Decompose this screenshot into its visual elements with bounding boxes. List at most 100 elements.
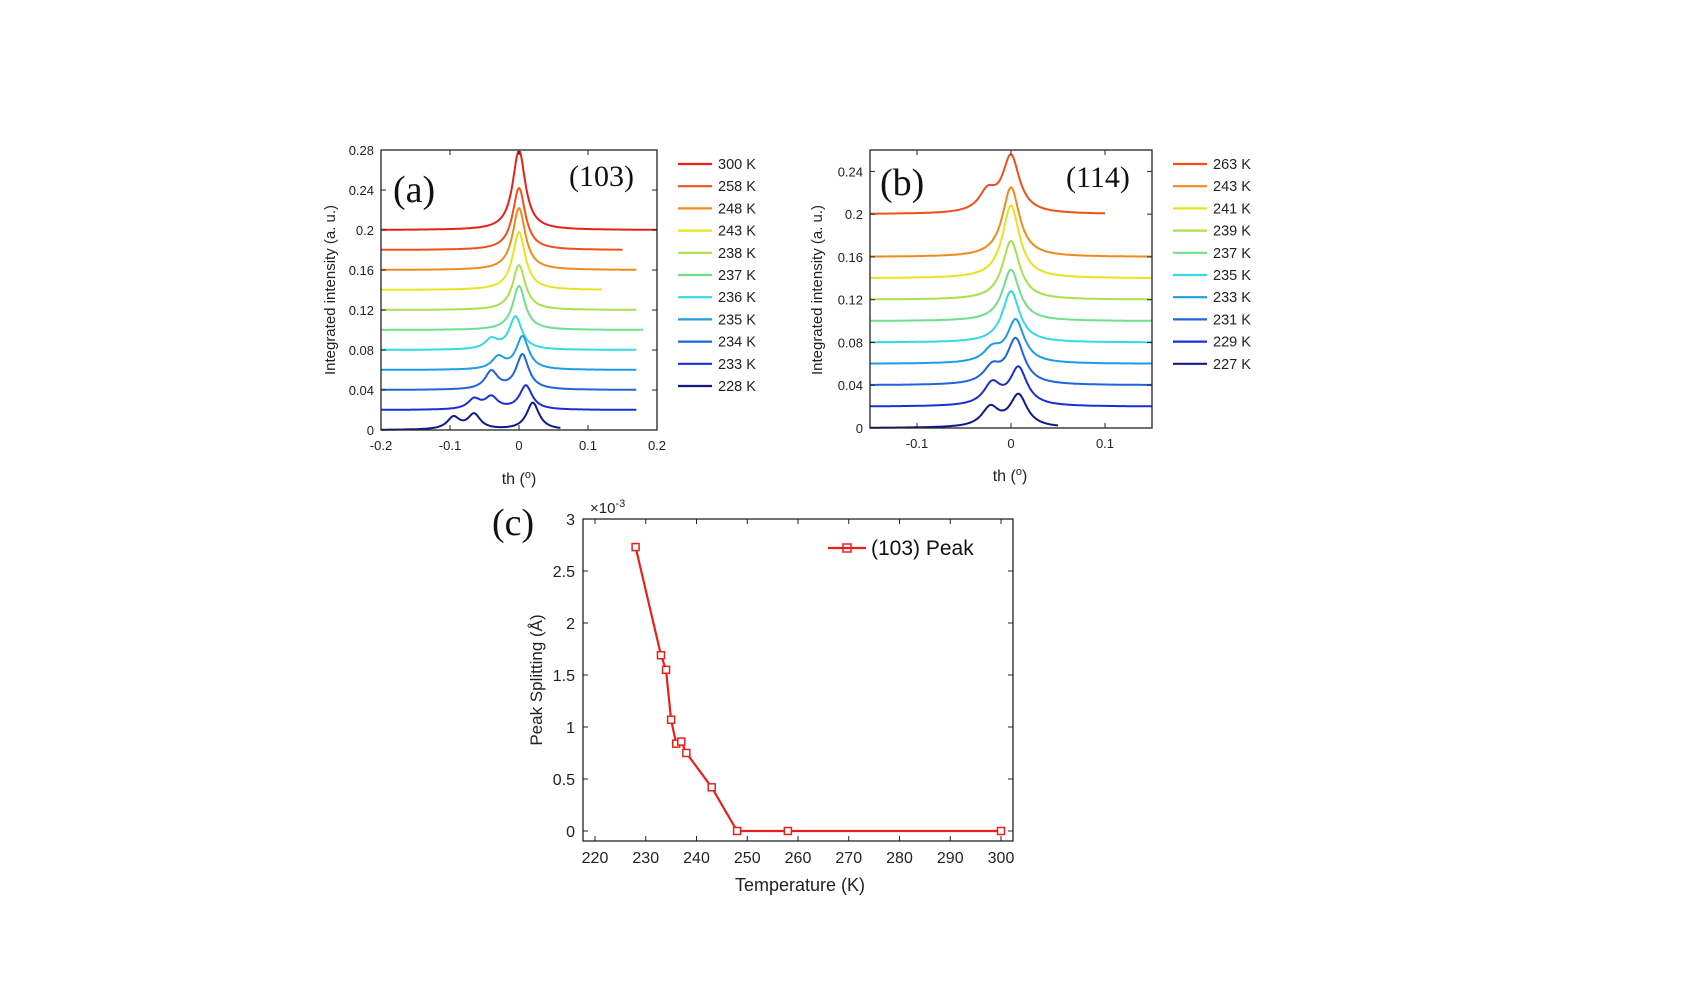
legend-label: 229 K <box>1213 335 1251 351</box>
series-line-243-K <box>381 231 602 291</box>
legend-label: 241 K <box>1213 201 1251 217</box>
panel-c-series <box>631 542 1006 836</box>
x-tick-label: -0.1 <box>906 436 928 451</box>
series-line-229-K <box>870 365 1152 408</box>
series-line-258-K <box>381 187 623 251</box>
legend-label: 234 K <box>718 335 756 351</box>
y-tick-label: 0.08 <box>349 343 374 358</box>
panel-c-ticks: 220 230 240 250 260 270 280 290 300 0 0.5 1 1.5 2 2.5 3 <box>553 512 1015 867</box>
y-tick-label: 0.28 <box>349 143 374 158</box>
panel-a: -0.2 -0.1 0 0.1 0.2 0 0.04 0.08 0.12 0.16 0.2 0.24 0… <box>322 143 756 488</box>
x-tick-label: 220 <box>582 850 609 867</box>
y-tick-label: 0.16 <box>349 263 374 278</box>
legend-label: 237 K <box>1213 246 1251 262</box>
legend-label: 235 K <box>718 312 756 328</box>
panel-c: 220 230 240 250 260 270 280 290 300 0 0.5 1 1.5 2 2.5 3… <box>492 498 1014 895</box>
x-tick-label: 240 <box>683 850 710 867</box>
y-tick-label: 0.2 <box>845 207 863 222</box>
series-line-241-K <box>870 204 1152 279</box>
x-tick-label: 0.1 <box>1096 436 1114 451</box>
series-line-234-K <box>381 352 637 391</box>
panel-b-series-lines <box>869 153 1153 429</box>
y-tick-label: 0.04 <box>349 383 374 398</box>
legend-label: 239 K <box>1213 224 1251 240</box>
x-tick-label: 0.2 <box>648 438 666 453</box>
legend-label: 227 K <box>1213 357 1251 373</box>
panel-a-series-lines <box>381 151 657 431</box>
y-tick-label: 0 <box>566 824 575 841</box>
legend-label: 243 K <box>718 224 756 240</box>
series-line-228-K <box>381 401 561 431</box>
legend-label: 263 K <box>1213 157 1251 173</box>
panel-b-legend: 263 K 243 K 241 K 239 K 237 K 235 K 233 K 231 K… <box>1173 157 1251 373</box>
y-tick-label: 0 <box>367 423 374 438</box>
panel-a-xlabel: th (o) <box>502 469 537 488</box>
data-point <box>666 715 676 724</box>
panel-b-xlabel: th (o) <box>993 466 1028 485</box>
y-tick-label: 0.5 <box>553 772 575 789</box>
y-tick-label: 0.24 <box>838 164 863 179</box>
panel-b: -0.1 0 0.1 0 0.04 0.08 0.12 0.16 0.2 0.24 (b) (11… <box>809 149 1251 485</box>
y-tick-label: 0.12 <box>349 303 374 318</box>
y-tick-label: 1 <box>566 720 575 737</box>
panel-c-axes-frame <box>582 518 1014 842</box>
y-tick-label: 0 <box>856 421 863 436</box>
x-tick-label: 290 <box>937 850 964 867</box>
legend-label: 237 K <box>718 268 756 284</box>
y-tick-label: 0.04 <box>838 378 863 393</box>
y-tick-label: 2.5 <box>553 564 575 581</box>
data-point <box>783 826 793 836</box>
series-line-233-K <box>870 317 1152 365</box>
x-tick-label: 260 <box>785 850 812 867</box>
panel-b-label: (b) <box>880 162 924 204</box>
panel-b-ylabel: Integrated intensity (a. u.) <box>809 205 826 375</box>
panel-c-legend-label: (103) Peak <box>871 537 974 560</box>
x-tick-label: 280 <box>886 850 913 867</box>
data-point <box>661 665 671 675</box>
series-line-227-K <box>870 392 1059 429</box>
series-line-103-peak <box>634 546 1001 833</box>
y-tick-label: 3 <box>566 512 575 529</box>
series-line-237-K <box>381 284 644 331</box>
panel-c-xlabel: Temperature (K) <box>735 875 865 895</box>
x-tick-label: 230 <box>632 850 659 867</box>
y-tick-label: 0.24 <box>349 183 374 198</box>
panel-c-multiplier: ×10 <box>590 500 615 517</box>
x-tick-label: 0 <box>515 438 522 453</box>
legend-label: 238 K <box>718 246 756 262</box>
data-point <box>631 542 640 552</box>
panel-c-label: (c) <box>492 502 534 544</box>
series-line-248-K <box>381 207 637 271</box>
legend-label: 233 K <box>1213 290 1251 306</box>
panel-c-ylabel: Peak Splitting (Å) <box>527 614 546 745</box>
data-point <box>707 783 716 792</box>
legend-label: 233 K <box>718 357 756 373</box>
legend-label: 248 K <box>718 201 756 217</box>
panel-a-label: (a) <box>393 169 435 211</box>
legend-label: 258 K <box>718 179 756 195</box>
data-point <box>996 826 1006 836</box>
panel-c-legend-marker <box>842 543 852 553</box>
data-point <box>656 650 666 660</box>
legend-label: 236 K <box>718 290 756 306</box>
x-tick-label: -0.2 <box>370 438 392 453</box>
panel-c-legend: (103) Peak <box>828 537 974 560</box>
data-point <box>677 737 686 746</box>
y-tick-label: 0.16 <box>838 250 863 265</box>
legend-label: 231 K <box>1213 312 1251 328</box>
panel-a-ylabel: Integrated intensity (a. u.) <box>322 205 339 375</box>
panel-b-reflection: (114) <box>1066 161 1130 194</box>
series-line-263-K <box>870 153 1105 215</box>
data-point <box>682 748 691 758</box>
panel-c-exponent-label: ×10-3 <box>590 498 625 517</box>
y-tick-label: 0.12 <box>838 293 863 308</box>
series-line-238-K <box>381 264 637 311</box>
panel-c-exponent: -3 <box>615 498 625 510</box>
series-line-235-K <box>870 289 1152 344</box>
panel-a-legend: 300 K 258 K 248 K 243 K 238 K 237 K 236 K 235 K… <box>678 157 756 395</box>
legend-label: 235 K <box>1213 268 1251 284</box>
series-line-233-K <box>381 384 637 411</box>
x-tick-label: 250 <box>734 850 761 867</box>
x-tick-label: -0.1 <box>439 438 461 453</box>
